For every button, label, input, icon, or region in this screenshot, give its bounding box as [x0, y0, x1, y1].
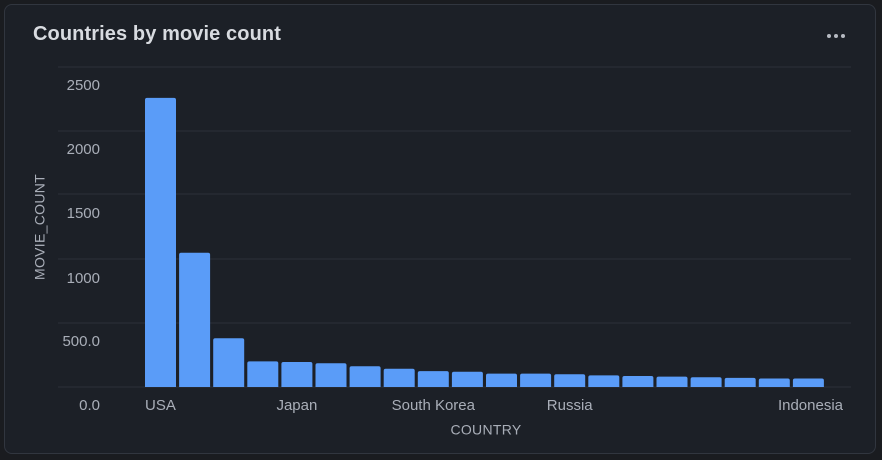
x-tick-label: Russia — [547, 397, 594, 414]
bar[interactable] — [588, 375, 620, 387]
y-tick-label: 1000 — [67, 270, 100, 287]
bar[interactable] — [758, 378, 790, 387]
bar[interactable] — [213, 338, 245, 387]
bar[interactable] — [451, 371, 483, 387]
bar[interactable] — [622, 376, 654, 387]
bar[interactable] — [349, 366, 381, 387]
bar[interactable] — [417, 371, 449, 387]
x-tick-label: Japan — [276, 397, 317, 414]
y-tick-label: 1500 — [67, 205, 100, 222]
bar[interactable] — [383, 368, 415, 387]
bar[interactable] — [690, 377, 722, 387]
x-axis-title: COUNTRY — [450, 422, 521, 438]
menu-dot — [827, 34, 831, 38]
bar[interactable] — [145, 97, 176, 388]
bar[interactable] — [520, 373, 552, 387]
bar[interactable] — [554, 374, 586, 387]
bar[interactable] — [724, 377, 756, 387]
bar[interactable] — [179, 252, 211, 387]
menu-dot — [841, 34, 845, 38]
card-title: Countries by movie count — [33, 23, 281, 45]
bar[interactable] — [656, 376, 688, 387]
bar[interactable] — [486, 373, 517, 387]
y-tick-label: 2000 — [67, 141, 100, 158]
x-tick-label: Indonesia — [778, 397, 844, 414]
bar[interactable] — [247, 361, 279, 387]
y-tick-label: 500.0 — [62, 333, 100, 350]
bar[interactable] — [281, 361, 313, 387]
menu-dot — [834, 34, 838, 38]
y-tick-label: 0.0 — [79, 397, 100, 414]
x-tick-label: South Korea — [392, 397, 476, 414]
bar[interactable] — [315, 363, 347, 387]
x-tick-label: USA — [145, 397, 176, 414]
more-options-icon[interactable] — [823, 27, 849, 45]
bar[interactable] — [792, 378, 824, 387]
y-axis-title: MOVIE_COUNT — [32, 174, 48, 280]
y-tick-label: 2500 — [67, 77, 100, 94]
